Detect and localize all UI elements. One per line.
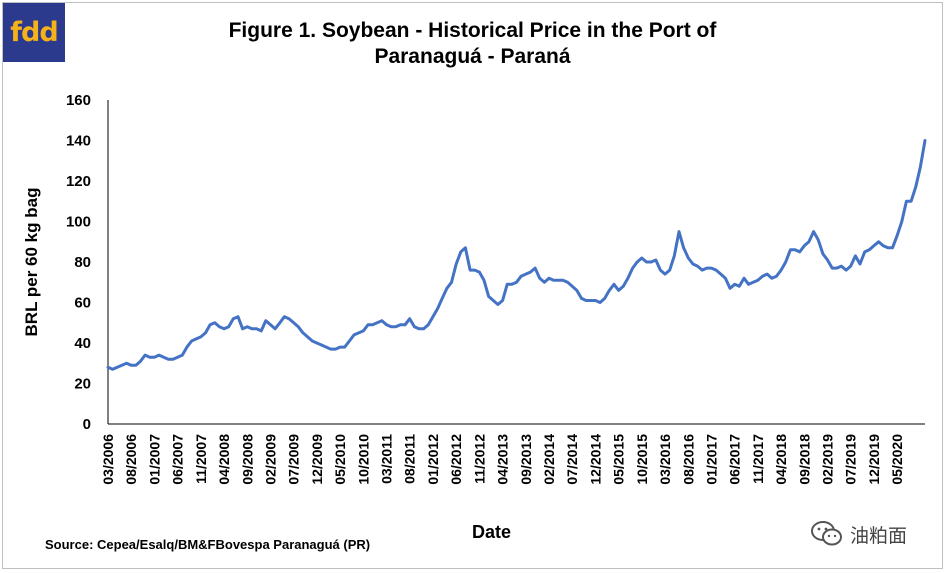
- y-tick-label: 120: [66, 173, 91, 190]
- x-tick-label: 02/2009: [262, 434, 278, 485]
- y-tick-label: 80: [74, 254, 91, 271]
- y-tick-label: 140: [66, 133, 91, 150]
- x-tick-label: 02/2019: [820, 434, 836, 485]
- x-axis-label: Date: [472, 522, 512, 542]
- chart-title-line-1: Figure 1. Soybean - Historical Price in …: [228, 19, 717, 42]
- x-tick-label: 01/2017: [703, 434, 719, 485]
- watermark-text: 油粕面: [850, 524, 908, 547]
- x-tick-label: 07/2009: [286, 434, 302, 485]
- x-tick-label: 01/2007: [146, 434, 162, 485]
- y-tick-label: 100: [66, 214, 91, 231]
- x-tick-label: 03/2011: [379, 434, 395, 484]
- y-tick-labels: 0 20 40 60 80 100 120 140 160: [66, 92, 91, 433]
- x-tick-label: 08/2011: [402, 434, 418, 484]
- x-tick-label: 09/2013: [518, 434, 534, 485]
- x-tick-label: 06/2012: [448, 434, 464, 485]
- x-tick-labels: 03/2006 08/2006 01/2007 06/2007 11/2007 04/20…: [100, 434, 905, 485]
- x-tick-label: 07/2014: [564, 434, 580, 485]
- x-tick-label: 12/2009: [309, 434, 325, 485]
- x-tick-label: 03/2016: [657, 434, 673, 485]
- x-tick-label: 05/2020: [889, 434, 905, 485]
- x-tick-label: 10/2015: [634, 434, 650, 485]
- x-tick-label: 08/2006: [123, 434, 139, 485]
- wechat-icon: [811, 521, 842, 546]
- y-tick-label: 20: [74, 376, 91, 393]
- y-tick-label: 60: [74, 295, 91, 312]
- series-line-soybean-price: [106, 139, 927, 371]
- chart-axes: [107, 100, 925, 425]
- x-tick-label: 11/2017: [750, 434, 766, 484]
- x-tick-label: 05/2015: [611, 434, 627, 485]
- x-tick-label: 12/2014: [587, 434, 603, 485]
- x-tick-label: 07/2019: [843, 434, 859, 485]
- y-tick-label: 40: [74, 335, 91, 352]
- x-tick-label: 03/2006: [100, 434, 116, 485]
- x-tick-label: 08/2016: [680, 434, 696, 485]
- x-tick-label: 06/2007: [170, 434, 186, 485]
- series-group: [106, 139, 927, 371]
- y-tick-label: 0: [83, 416, 91, 433]
- x-tick-label: 09/2018: [796, 434, 812, 485]
- chart-title-line-2: Paranaguá - Paraná: [374, 45, 571, 68]
- x-tick-label: 06/2017: [727, 434, 743, 485]
- fdd-logo: fdd: [3, 3, 65, 62]
- x-tick-label: 04/2013: [495, 434, 511, 485]
- y-tick-label: 160: [66, 92, 91, 109]
- chart-title: Figure 1. Soybean - Historical Price in …: [150, 18, 795, 70]
- source-note: Source: Cepea/Esalq/BM&FBovespa Paranagu…: [45, 537, 371, 552]
- x-tick-label: 05/2010: [332, 434, 348, 485]
- x-tick-label: 04/2008: [216, 434, 232, 485]
- x-tick-label: 01/2012: [425, 434, 441, 485]
- x-tick-label: 11/2012: [471, 434, 487, 484]
- x-tick-label: 09/2008: [239, 434, 255, 485]
- x-tick-label: 10/2010: [355, 434, 371, 485]
- x-tick-label: 04/2018: [773, 434, 789, 485]
- x-tick-label: 02/2014: [541, 434, 557, 485]
- x-tick-label: 11/2007: [193, 434, 209, 484]
- watermark: 油粕面: [810, 520, 907, 548]
- x-tick-label: 12/2019: [866, 434, 882, 485]
